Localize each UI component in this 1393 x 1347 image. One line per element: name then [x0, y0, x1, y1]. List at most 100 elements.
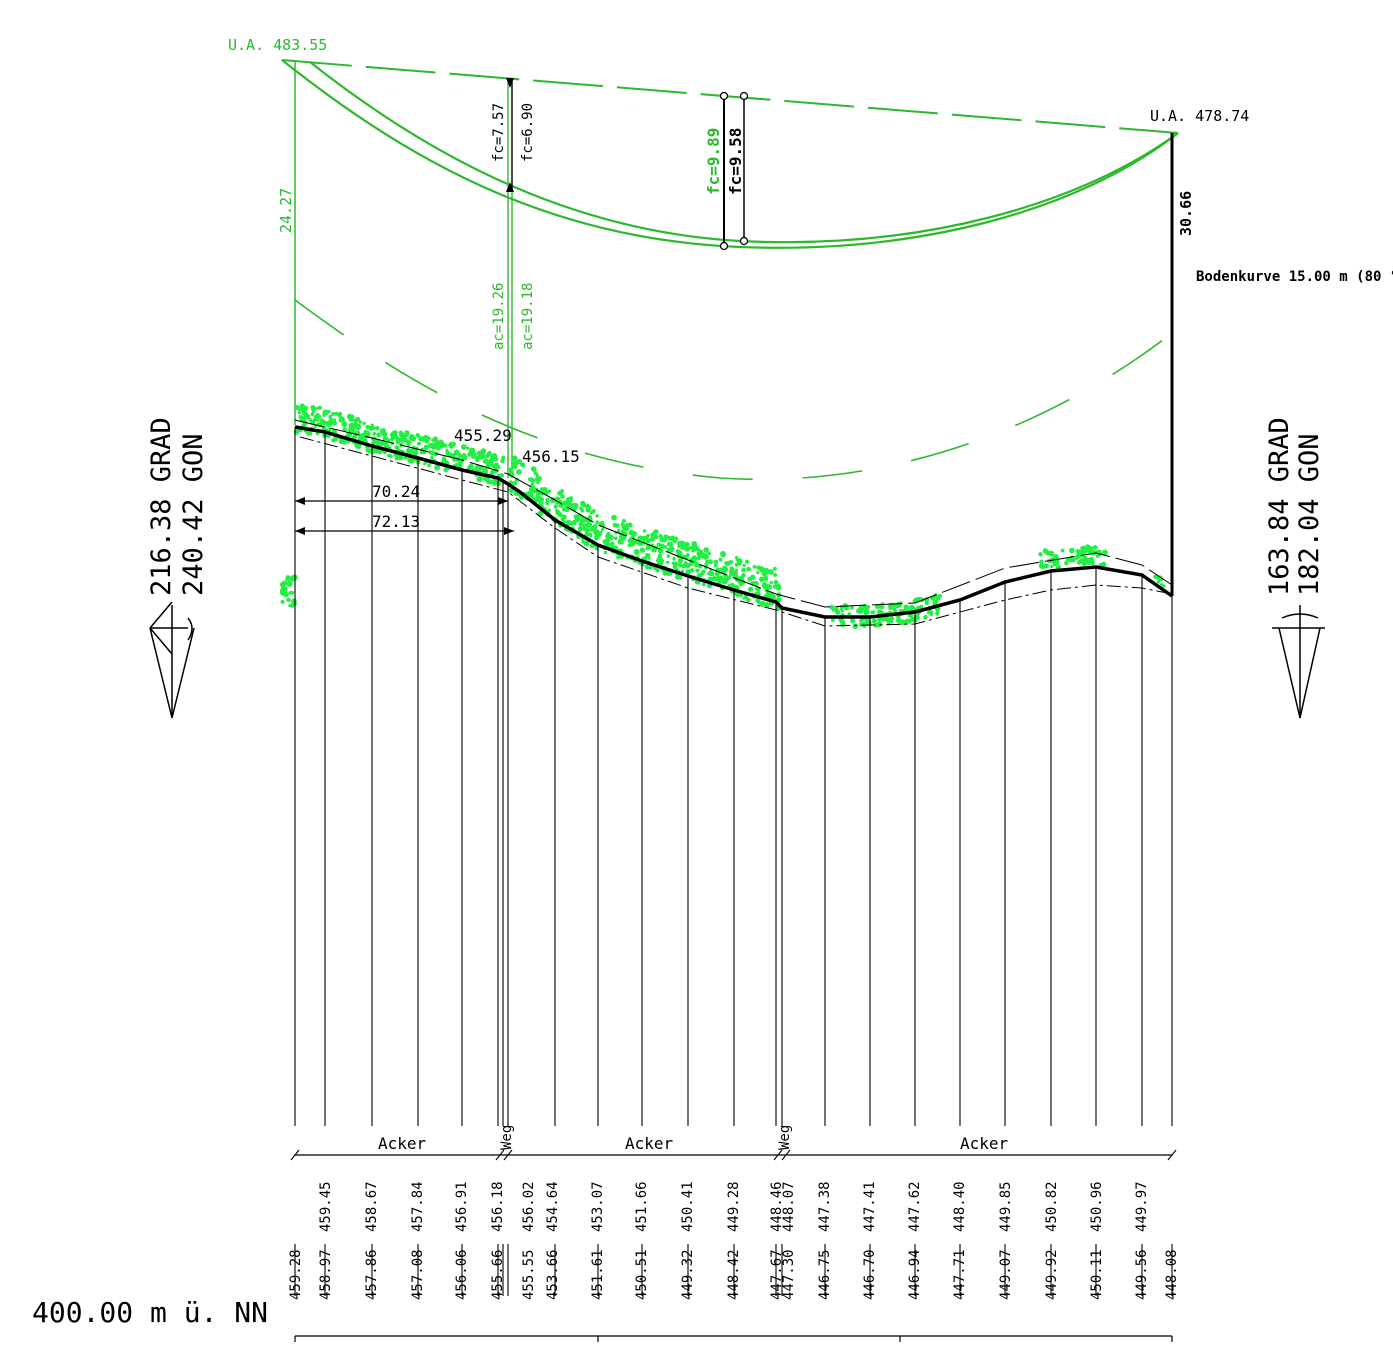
point-cloud-dot: [657, 548, 664, 554]
point-cloud-dot: [530, 466, 537, 472]
band-slash: [773, 1149, 783, 1161]
point-cloud-dot: [341, 421, 348, 428]
direction-arrow-right: [1272, 605, 1325, 719]
point-cloud-dot: [535, 476, 541, 482]
point-cloud-dot: [446, 451, 452, 457]
point-cloud-dot: [317, 405, 322, 410]
point-cloud-dot: [477, 453, 483, 460]
station-upper: 456.91: [454, 1181, 470, 1232]
point-cloud-dot: [746, 566, 751, 572]
point-cloud-dot: [672, 557, 676, 561]
station-lower: 447.30: [781, 1249, 797, 1300]
point-cloud-dot: [932, 599, 939, 606]
point-cloud-dot: [924, 614, 928, 618]
point-cloud-dot: [476, 476, 483, 483]
point-cloud-dot: [705, 559, 709, 564]
point-cloud-dot: [382, 431, 388, 437]
point-cloud-dot: [703, 554, 709, 560]
point-cloud-dot: [889, 616, 895, 621]
point-cloud-dot: [311, 410, 315, 414]
right-attachment-label: U.A. 478.74: [1150, 107, 1249, 125]
point-cloud-dot: [545, 497, 550, 502]
point-cloud-dot: [707, 571, 712, 576]
direction-right-grad: 163.84 GRAD: [1264, 417, 1295, 596]
terrain-profile: [294, 425, 1174, 619]
point-cloud-dot: [589, 511, 594, 515]
point-cloud-dot: [745, 597, 751, 603]
band-slash: [495, 1149, 505, 1161]
point-cloud-dot: [398, 431, 405, 438]
conductor-curve-outer: [281, 59, 1179, 249]
station-lower: 459.28: [288, 1249, 304, 1300]
point-cloud-dot: [594, 529, 600, 534]
point-cloud-dot: [1093, 545, 1098, 550]
point-cloud-dot: [680, 544, 687, 551]
station-upper: 447.41: [862, 1181, 878, 1232]
point-cloud-dot: [433, 436, 438, 442]
point-cloud-dot: [485, 453, 490, 459]
station-upper: 457.84: [410, 1181, 426, 1232]
landuse-acker-3: Acker: [960, 1134, 1009, 1153]
point-cloud-dot: [1089, 558, 1095, 564]
station-lower: 455.66: [490, 1249, 506, 1300]
point-cloud-dot: [568, 502, 573, 508]
point-cloud-dot: [302, 405, 309, 412]
point-cloud-dot: [547, 508, 551, 512]
point-cloud-dot: [322, 409, 329, 416]
point-cloud-dot: [864, 619, 871, 626]
point-cloud-dot: [487, 479, 493, 485]
point-cloud-dot: [685, 563, 691, 569]
point-cloud-dot: [656, 555, 663, 562]
point-cloud-dot: [718, 567, 723, 573]
point-cloud-dot: [1085, 544, 1091, 551]
point-cloud-dot: [739, 593, 744, 598]
point-cloud-dot: [616, 528, 621, 533]
point-cloud-dot: [675, 549, 681, 554]
point-cloud-dot: [727, 583, 731, 588]
point-cloud-dot: [1159, 583, 1164, 587]
point-cloud-dot: [720, 550, 726, 557]
arrow-head: [506, 182, 514, 192]
station-upper: 448.46: [769, 1181, 785, 1232]
point-cloud-dot: [326, 421, 332, 428]
point-cloud-dot: [311, 406, 317, 412]
station-lower: 450.11: [1089, 1249, 1105, 1300]
point-cloud-dot: [654, 535, 659, 540]
point-cloud-dot: [462, 452, 467, 458]
point-cloud-dot: [685, 569, 691, 575]
point-cloud-dot: [341, 418, 346, 422]
point-cloud-dot: [583, 540, 590, 547]
point-cloud-dot: [588, 532, 593, 537]
station-upper: 453.07: [590, 1181, 606, 1232]
point-cloud-dot: [707, 551, 711, 556]
point-cloud-dot: [330, 419, 337, 425]
station-lower: 446.70: [862, 1249, 878, 1300]
point-cloud-dot: [547, 489, 552, 494]
point-cloud-dot: [584, 527, 591, 533]
direction-left-grad: 216.38 GRAD: [146, 417, 177, 596]
point-cloud-dot: [1082, 555, 1088, 561]
point-cloud-dot: [692, 545, 699, 552]
point-cloud-dot: [357, 437, 361, 441]
station-upper: 456.18: [490, 1181, 506, 1232]
point-cloud-dot: [850, 617, 856, 624]
station-upper: 447.62: [907, 1181, 923, 1232]
fc1-green-label: fc=7.57: [491, 103, 507, 162]
point-cloud-dot: [526, 492, 530, 496]
point-cloud-dot: [593, 534, 600, 540]
point-cloud-dot: [513, 491, 518, 496]
point-cloud-dot: [1075, 549, 1081, 554]
station-lower: 453.66: [545, 1249, 561, 1300]
point-cloud-dot: [445, 448, 449, 452]
point-cloud-dot: [368, 425, 374, 431]
point-cloud-dot: [409, 457, 416, 464]
point-cloud-dot: [719, 575, 724, 580]
point-cloud-dot: [685, 553, 690, 557]
point-cloud-dot: [337, 412, 342, 418]
point-cloud-dot: [565, 519, 572, 526]
point-cloud-dot: [333, 436, 338, 442]
point-cloud-dot: [466, 446, 470, 450]
reference-level-label: 400.00 m ü. NN: [32, 1296, 268, 1329]
point-cloud-dot: [647, 556, 651, 560]
point-cloud-dot: [729, 566, 735, 572]
